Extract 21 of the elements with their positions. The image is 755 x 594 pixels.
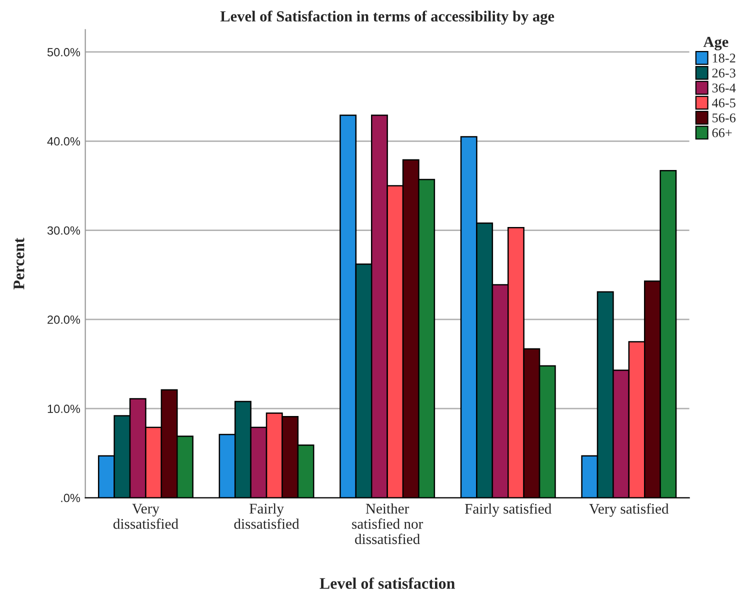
legend-label: 18-2 [712, 54, 736, 63]
x-tick-label: Very dissatisfied [113, 504, 178, 529]
legend-label: 66+ [712, 128, 732, 138]
y-axis-title: Percent [14, 238, 24, 290]
y-tick-label: 10.0% [48, 404, 80, 414]
y-tick-label: 20.0% [48, 315, 80, 324]
legend-label: 36-4 [712, 84, 736, 92]
legend-label: 26-3 [712, 68, 736, 78]
y-tick-label: 40.0% [47, 137, 80, 146]
y-tick-label: .0% [61, 494, 80, 502]
y-tick-label: 50.0% [47, 48, 80, 56]
chart-title: Level of Satisfaction in terms of accessibility by age [220, 10, 554, 25]
x-axis-title: Level of satisfaction [320, 577, 455, 589]
x-tick-label: Very satisfied [589, 503, 669, 517]
x-tick-label: Fairly dissatisfied [234, 503, 300, 529]
y-tick-label: 30.0% [47, 226, 80, 235]
x-tick-label: Neither satisfied nor dissatisfied [352, 503, 424, 544]
legend-label: 46-5 [712, 98, 736, 108]
x-tick-label: Fairly satisfied [464, 503, 552, 517]
legend-label: 56-6 [712, 113, 736, 122]
legend-title: Age [703, 36, 728, 50]
